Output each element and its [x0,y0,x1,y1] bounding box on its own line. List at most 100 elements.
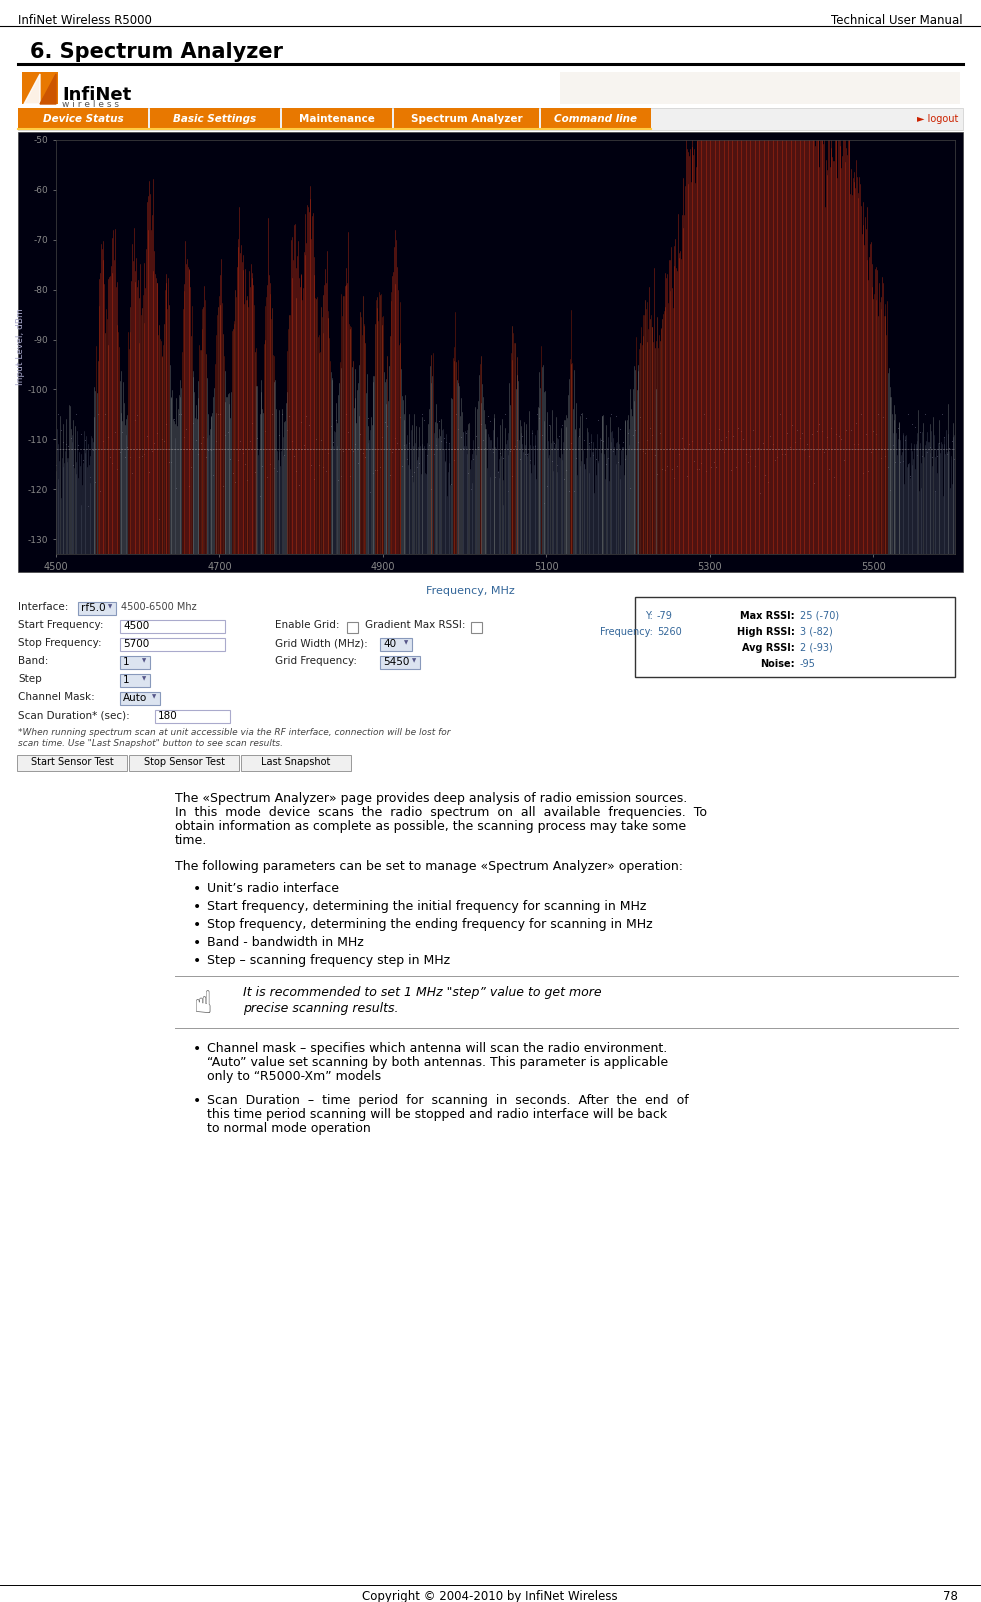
Point [269,458,284,484]
Point [362,479,378,505]
Point [166,407,181,433]
Text: Copyright © 2004-2010 by InfiNet Wireless: Copyright © 2004-2010 by InfiNet Wireles… [362,1591,618,1602]
Point [571,423,587,449]
Text: •: • [193,900,201,915]
Point [563,431,579,457]
Point [736,426,751,452]
Point [450,417,466,442]
Point [100,425,116,450]
Text: •: • [193,918,201,932]
Text: Y:: Y: [645,610,653,622]
Point [169,476,184,501]
Polygon shape [40,74,56,104]
Point [770,444,786,469]
Point [581,429,596,455]
Point [627,417,643,442]
Point [542,412,557,437]
FancyBboxPatch shape [150,107,280,130]
FancyBboxPatch shape [394,107,539,130]
Point [593,428,608,453]
FancyBboxPatch shape [22,72,58,104]
Point [914,444,930,469]
Text: •: • [193,955,201,968]
Text: ► logout: ► logout [916,114,958,123]
Point [387,425,402,450]
Point [507,434,523,460]
Point [640,428,655,453]
Point [117,444,132,469]
Text: Gradient Max RSSI:: Gradient Max RSSI: [365,620,466,630]
Point [801,444,817,469]
Point [102,444,118,469]
Point [396,433,412,458]
Point [458,420,474,445]
Point [706,449,722,474]
Point [352,421,368,447]
Point [816,439,832,465]
Text: The following parameters can be set to manage «Spectrum Analyzer» operation:: The following parameters can be set to m… [175,860,683,873]
Point [912,420,928,445]
Point [904,412,920,437]
Point [328,407,343,433]
Point [649,461,665,487]
Point [244,410,260,436]
Point [573,402,589,428]
Point [488,465,503,490]
Point [765,431,781,457]
Point [409,455,425,481]
Point [181,474,196,500]
Point [642,415,657,441]
Text: to normal mode operation: to normal mode operation [207,1121,371,1134]
Point [105,450,121,476]
Point [439,429,454,455]
Point [551,423,567,449]
Point [455,434,471,460]
Point [684,428,699,453]
Point [473,412,489,437]
Point [762,423,778,449]
Point [937,425,953,450]
Point [646,442,662,468]
Point [218,423,233,449]
Point [73,421,88,447]
Point [716,439,732,465]
Point [399,447,415,473]
Point [149,420,165,445]
Point [826,465,842,490]
Point [254,453,270,479]
FancyBboxPatch shape [380,655,420,670]
Text: Stop Sensor Test: Stop Sensor Test [143,758,225,767]
Point [546,431,562,457]
Point [566,477,582,503]
Point [377,409,392,434]
Text: 1: 1 [123,657,129,666]
FancyBboxPatch shape [155,710,230,723]
Point [772,402,788,428]
Point [795,420,810,445]
Point [264,402,280,428]
Point [63,425,78,450]
Point [529,402,544,428]
Text: precise scanning results.: precise scanning results. [243,1001,398,1016]
Text: Noise:: Noise: [760,658,795,670]
Point [597,452,613,477]
Point [164,450,180,476]
Text: •: • [193,936,201,950]
Point [360,405,376,431]
Text: Channel Mask:: Channel Mask: [18,692,95,702]
Point [213,402,229,428]
Point [321,441,336,466]
Text: •: • [193,1094,201,1109]
Point [318,458,334,484]
Point [156,428,172,453]
Text: 40: 40 [383,639,396,649]
FancyBboxPatch shape [129,755,239,771]
Point [406,460,422,485]
Point [777,442,793,468]
Point [463,476,479,501]
Text: Band:: Band: [18,655,48,666]
FancyBboxPatch shape [120,692,160,705]
Point [82,465,98,490]
Point [944,428,959,453]
Point [372,455,387,481]
